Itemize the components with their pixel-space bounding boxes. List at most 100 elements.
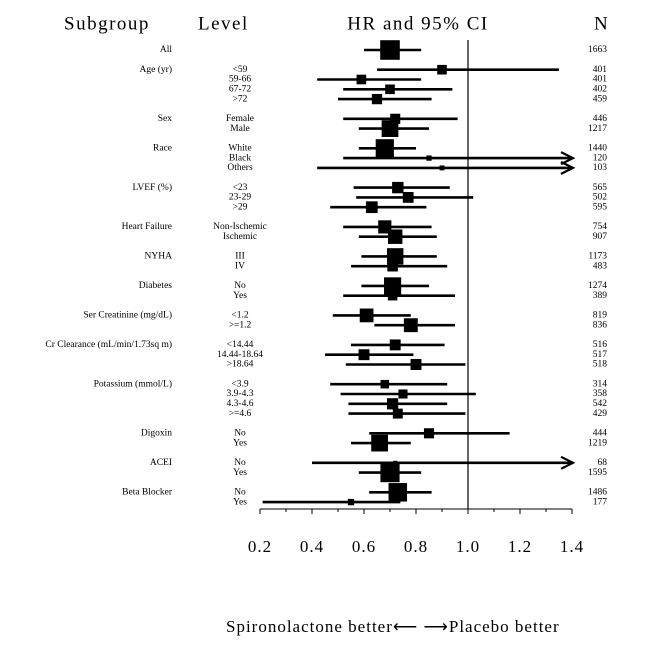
hr-box [381, 120, 399, 137]
level-label: <14.44 [227, 340, 254, 350]
n-label: 177 [593, 497, 608, 507]
n-label: 595 [593, 202, 608, 212]
level-label: >18.64 [227, 360, 254, 370]
hr-box [359, 308, 374, 323]
subgroup-label: Sex [158, 114, 173, 124]
n-label: 401 [593, 65, 608, 75]
level-label: 67-72 [229, 84, 251, 94]
level-label: No [234, 487, 246, 497]
level-label: Yes [233, 438, 247, 448]
hr-box [402, 192, 414, 203]
level-label: >29 [233, 202, 248, 212]
hr-box [380, 40, 400, 60]
ci-arrow [560, 455, 576, 470]
hr-box [375, 139, 394, 158]
level-header: Level [198, 13, 249, 34]
n-header: N [594, 13, 609, 34]
hr-box [365, 201, 378, 214]
hr-box [371, 93, 383, 105]
subgroup-label: Potassium (mmol/L) [94, 378, 172, 389]
hr-box [423, 428, 435, 439]
n-label: 103 [593, 163, 608, 173]
hr-box [387, 260, 398, 272]
hr-box [426, 155, 432, 161]
ci-arrow [560, 151, 576, 166]
hr-box [386, 248, 404, 265]
level-label: Yes [233, 497, 247, 507]
level-label: Ischemic [223, 232, 257, 242]
level-label: <23 [233, 183, 248, 193]
level-label: >72 [233, 94, 248, 104]
hr-box [358, 349, 370, 361]
n-label: 517 [593, 350, 608, 360]
x-tick-label: 1.4 [560, 537, 584, 556]
level-label: No [234, 428, 246, 438]
hr-box [392, 181, 404, 194]
subgroup-label: NYHA [145, 252, 173, 262]
n-label: 542 [593, 399, 608, 409]
n-label: 1219 [588, 438, 607, 448]
n-label: 502 [593, 193, 608, 203]
n-label: 1274 [588, 281, 607, 291]
level-label: 4.3-4.6 [227, 399, 254, 409]
level-label: White [228, 143, 251, 153]
x-axis-label: Spironolactone better⟵ ⟶Placebo better [226, 617, 560, 636]
subgroup-label: LVEF (%) [133, 182, 173, 193]
n-label: 459 [593, 94, 608, 104]
level-label: 14.44-18.64 [217, 350, 263, 360]
level-label: <1.2 [231, 311, 248, 321]
subgroup-label: Diabetes [139, 281, 173, 291]
level-label: <59 [233, 65, 248, 75]
level-label: No [234, 458, 246, 468]
level-label: 59-66 [229, 75, 251, 85]
hr-box [398, 389, 408, 399]
n-label: 1217 [588, 124, 607, 134]
level-label: <3.9 [231, 379, 248, 389]
level-label: No [234, 281, 246, 291]
n-label: 754 [593, 222, 608, 232]
n-label: 836 [593, 320, 608, 330]
n-label: 68 [598, 458, 608, 468]
hr-box [380, 463, 400, 483]
n-label: 1486 [588, 487, 607, 497]
hr-box [347, 498, 355, 506]
level-label: Black [229, 153, 251, 163]
hr-box [387, 290, 398, 301]
hr-box [392, 408, 403, 419]
n-label: 483 [593, 261, 608, 271]
level-label: Yes [233, 468, 247, 478]
level-label: >=4.6 [229, 409, 252, 419]
subgroup-label: Cr Clearance (mL/min/1.73sq m) [45, 339, 172, 350]
hr-box [410, 359, 422, 370]
level-label: III [235, 252, 245, 262]
n-label: 444 [593, 428, 608, 438]
hr-box [371, 434, 388, 452]
hr-box [380, 379, 390, 389]
subgroup-label: Race [153, 143, 172, 153]
n-label: 314 [593, 379, 608, 389]
n-label: 446 [593, 114, 608, 124]
hr-box [390, 113, 401, 124]
n-label: 518 [593, 360, 608, 370]
x-tick-label: 1.0 [456, 537, 480, 556]
level-label: Male [230, 124, 250, 134]
hr-box [356, 74, 367, 85]
ci-arrow [560, 160, 576, 175]
hr-box [387, 229, 403, 244]
subgroup-header: Subgroup [64, 13, 150, 34]
level-label: 3.9-4.3 [227, 389, 254, 399]
hr-box [403, 318, 418, 333]
n-label: 358 [593, 389, 608, 399]
x-tick-label: 0.8 [404, 537, 428, 556]
hr-box [387, 398, 399, 410]
x-tick-label: 0.4 [300, 537, 324, 556]
hr-box [393, 460, 398, 465]
level-label: Female [226, 114, 254, 124]
level-label: Others [227, 163, 253, 173]
hr-box [437, 64, 447, 75]
n-label: 819 [593, 311, 608, 321]
subgroup-label: Digoxin [141, 428, 172, 438]
n-label: 429 [593, 409, 608, 419]
hr-box [439, 165, 445, 171]
